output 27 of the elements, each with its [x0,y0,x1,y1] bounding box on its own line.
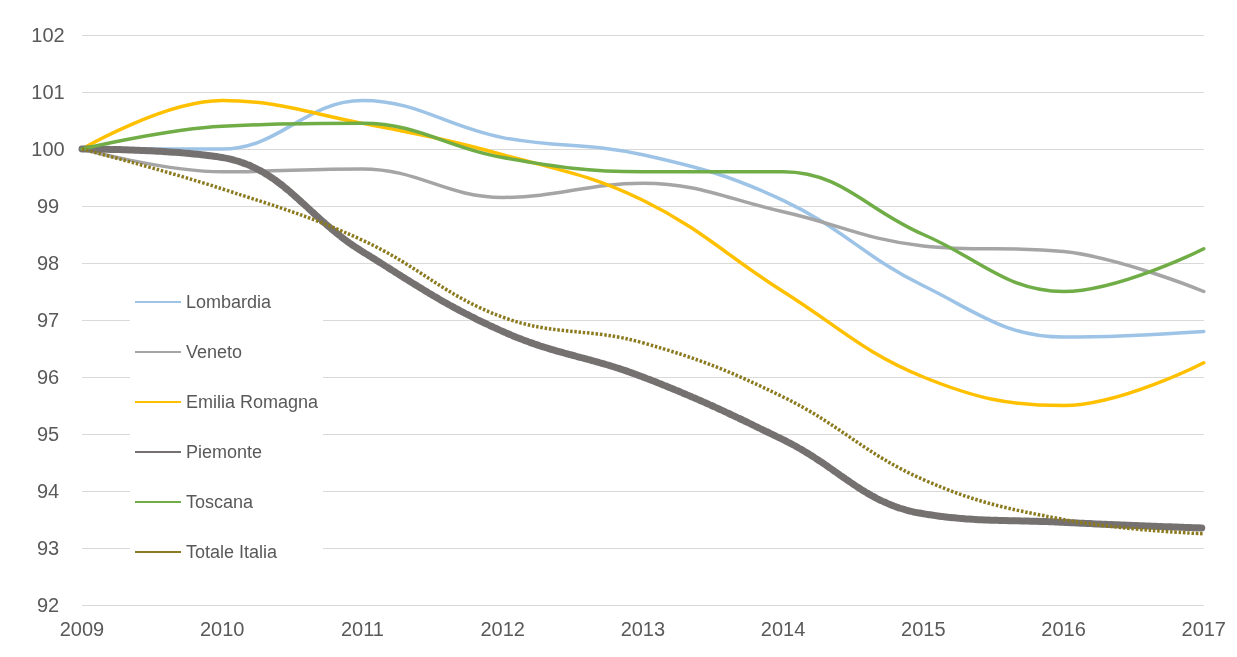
legend-label: Lombardia [186,292,273,312]
y-tick-label: 97 [36,309,60,331]
x-tick-label: 2013 [620,618,666,640]
x-tick-label: 2012 [480,618,525,640]
y-tick-label: 100 [31,138,65,160]
x-tick-label: 2016 [1041,618,1086,640]
legend-label: Emilia Romagna [186,392,320,412]
y-tick-label: 101 [31,81,65,103]
y-tick-label: 98 [36,252,60,274]
legend-label: Piemonte [186,442,263,462]
y-tick-label: 96 [36,366,60,388]
legend-label: Totale Italia [186,542,279,562]
y-tick-label: 92 [36,594,60,616]
x-tick-label: 2009 [59,618,105,640]
x-tick-label: 2014 [760,618,806,640]
y-tick-label: 95 [36,423,60,445]
line-series [80,121,1206,294]
x-tick-label: 2017 [1181,618,1226,640]
x-tick-label: 2010 [199,618,245,640]
x-tick-label: 2015 [901,618,946,640]
y-tick-label: 93 [36,537,60,559]
legend-label: Veneto [186,342,243,362]
y-tick-label: 99 [36,195,60,217]
y-tick-label: 102 [31,24,65,46]
y-tick-label: 94 [36,480,60,502]
x-tick-label: 2011 [340,618,384,640]
legend-label: Toscana [186,492,255,512]
